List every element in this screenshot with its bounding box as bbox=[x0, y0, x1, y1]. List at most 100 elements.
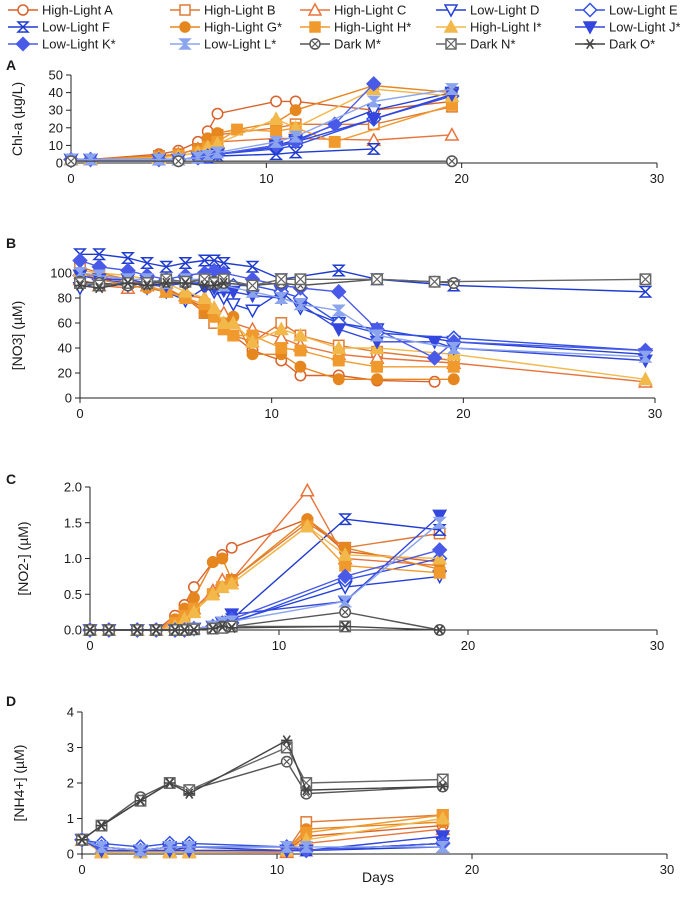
x-tick-label-a: 0 bbox=[67, 171, 74, 186]
data-point bbox=[224, 575, 240, 590]
data-point bbox=[437, 781, 449, 792]
data-point bbox=[95, 820, 108, 831]
data-point bbox=[84, 624, 96, 636]
legend-entry-m: Dark M* bbox=[300, 37, 381, 52]
data-point bbox=[122, 277, 134, 289]
y-tick-label-b: 40 bbox=[58, 341, 72, 356]
data-point bbox=[246, 348, 259, 361]
data-point bbox=[435, 810, 451, 825]
data-point bbox=[164, 777, 176, 789]
data-point bbox=[74, 280, 86, 291]
data-point bbox=[435, 840, 450, 853]
data-point bbox=[183, 788, 195, 799]
data-point bbox=[338, 595, 353, 608]
legend-marker-i bbox=[443, 19, 459, 33]
data-point bbox=[162, 840, 177, 853]
panel-letter-a: A bbox=[6, 57, 16, 73]
y-tick-label-a: 0 bbox=[56, 156, 63, 171]
legend-entry-k: Low-Light K* bbox=[8, 36, 116, 52]
legend-label-a: High-Light A bbox=[42, 3, 113, 18]
legend-marker-k bbox=[15, 36, 31, 52]
data-point bbox=[289, 104, 302, 117]
data-point bbox=[216, 621, 228, 632]
y-tick-label-d: 0 bbox=[67, 847, 74, 862]
x-tick-label-d: 10 bbox=[270, 862, 284, 877]
data-point bbox=[294, 360, 307, 373]
y-tick-label-b: 100 bbox=[50, 266, 72, 281]
data-point bbox=[92, 248, 107, 261]
legend-marker-c bbox=[307, 2, 323, 16]
data-point bbox=[444, 83, 459, 96]
series-d-m bbox=[76, 755, 449, 846]
y-tick-label-d: 2 bbox=[67, 776, 74, 791]
data-point bbox=[210, 146, 225, 159]
legend-marker-a bbox=[17, 4, 29, 16]
data-point bbox=[445, 155, 458, 168]
legend-marker-l bbox=[178, 38, 192, 50]
series-line bbox=[90, 489, 440, 631]
data-point bbox=[275, 273, 288, 286]
series-c-g bbox=[84, 513, 446, 636]
legend-marker-j bbox=[582, 21, 598, 35]
data-point bbox=[65, 155, 77, 168]
data-point bbox=[281, 735, 293, 746]
data-point bbox=[160, 277, 172, 289]
legend-label-h: High-Light H* bbox=[334, 20, 411, 35]
data-point bbox=[339, 621, 351, 632]
data-point bbox=[331, 340, 347, 354]
x-axis-label: Days bbox=[362, 869, 394, 885]
data-point bbox=[331, 264, 346, 277]
legend-entry-e: Low-Light E bbox=[575, 2, 678, 18]
data-point bbox=[216, 552, 229, 565]
legend-marker-b bbox=[179, 4, 191, 16]
data-point bbox=[428, 375, 441, 388]
data-point bbox=[93, 279, 106, 292]
legend-label-g: High-Light G* bbox=[204, 20, 282, 35]
x-tick-label-b: 0 bbox=[76, 406, 83, 421]
series-c-o bbox=[84, 621, 446, 636]
data-point bbox=[133, 844, 148, 857]
data-point bbox=[226, 622, 238, 634]
series-c-f bbox=[82, 513, 447, 636]
data-point bbox=[197, 254, 212, 267]
panel-a: A 0 10 20 30 40 50 0 10 20 30 Chl-a (µg/L) bbox=[6, 57, 664, 186]
x-tick-label-d: 20 bbox=[465, 862, 479, 877]
data-point bbox=[371, 373, 384, 386]
y-tick-label-c: 1.0 bbox=[64, 551, 82, 566]
data-point bbox=[300, 784, 312, 796]
x-tick-label-c: 20 bbox=[461, 638, 475, 653]
data-point bbox=[188, 624, 200, 636]
data-point bbox=[366, 142, 381, 155]
data-point bbox=[245, 304, 260, 319]
panel-letter-b: B bbox=[6, 235, 16, 251]
data-point bbox=[225, 541, 238, 554]
data-point bbox=[299, 482, 315, 497]
legend-entry-g: High-Light G* bbox=[170, 20, 282, 35]
data-point bbox=[225, 620, 238, 633]
legend-marker-g bbox=[179, 21, 191, 33]
data-point bbox=[207, 254, 222, 267]
data-point bbox=[273, 321, 289, 336]
data-point bbox=[337, 568, 353, 585]
series-a-m bbox=[65, 155, 458, 168]
y-tick-label-a: 40 bbox=[49, 85, 63, 100]
data-point bbox=[433, 624, 446, 636]
x-tick-label-b: 20 bbox=[456, 406, 470, 421]
data-point bbox=[638, 285, 653, 298]
data-point bbox=[370, 329, 385, 342]
data-point bbox=[206, 300, 222, 314]
legend-label-m: Dark M* bbox=[334, 37, 381, 52]
data-point bbox=[436, 773, 449, 786]
data-point bbox=[188, 591, 200, 604]
y-axis-label-d: [NH4+] (µM) bbox=[11, 745, 27, 822]
y-tick-label-a: 20 bbox=[49, 120, 63, 135]
panel-b: B 0 20 40 60 80 100 0 10 20 30 [NO3] (µM) bbox=[6, 235, 662, 421]
series-a-l bbox=[63, 83, 459, 166]
data-point bbox=[432, 509, 448, 524]
data-point bbox=[207, 623, 219, 634]
data-point bbox=[120, 252, 135, 264]
data-point bbox=[426, 350, 443, 366]
y-tick-label-d: 3 bbox=[67, 740, 74, 755]
legend-entry-l: Low-Light L* bbox=[170, 37, 276, 52]
data-point bbox=[332, 373, 345, 386]
